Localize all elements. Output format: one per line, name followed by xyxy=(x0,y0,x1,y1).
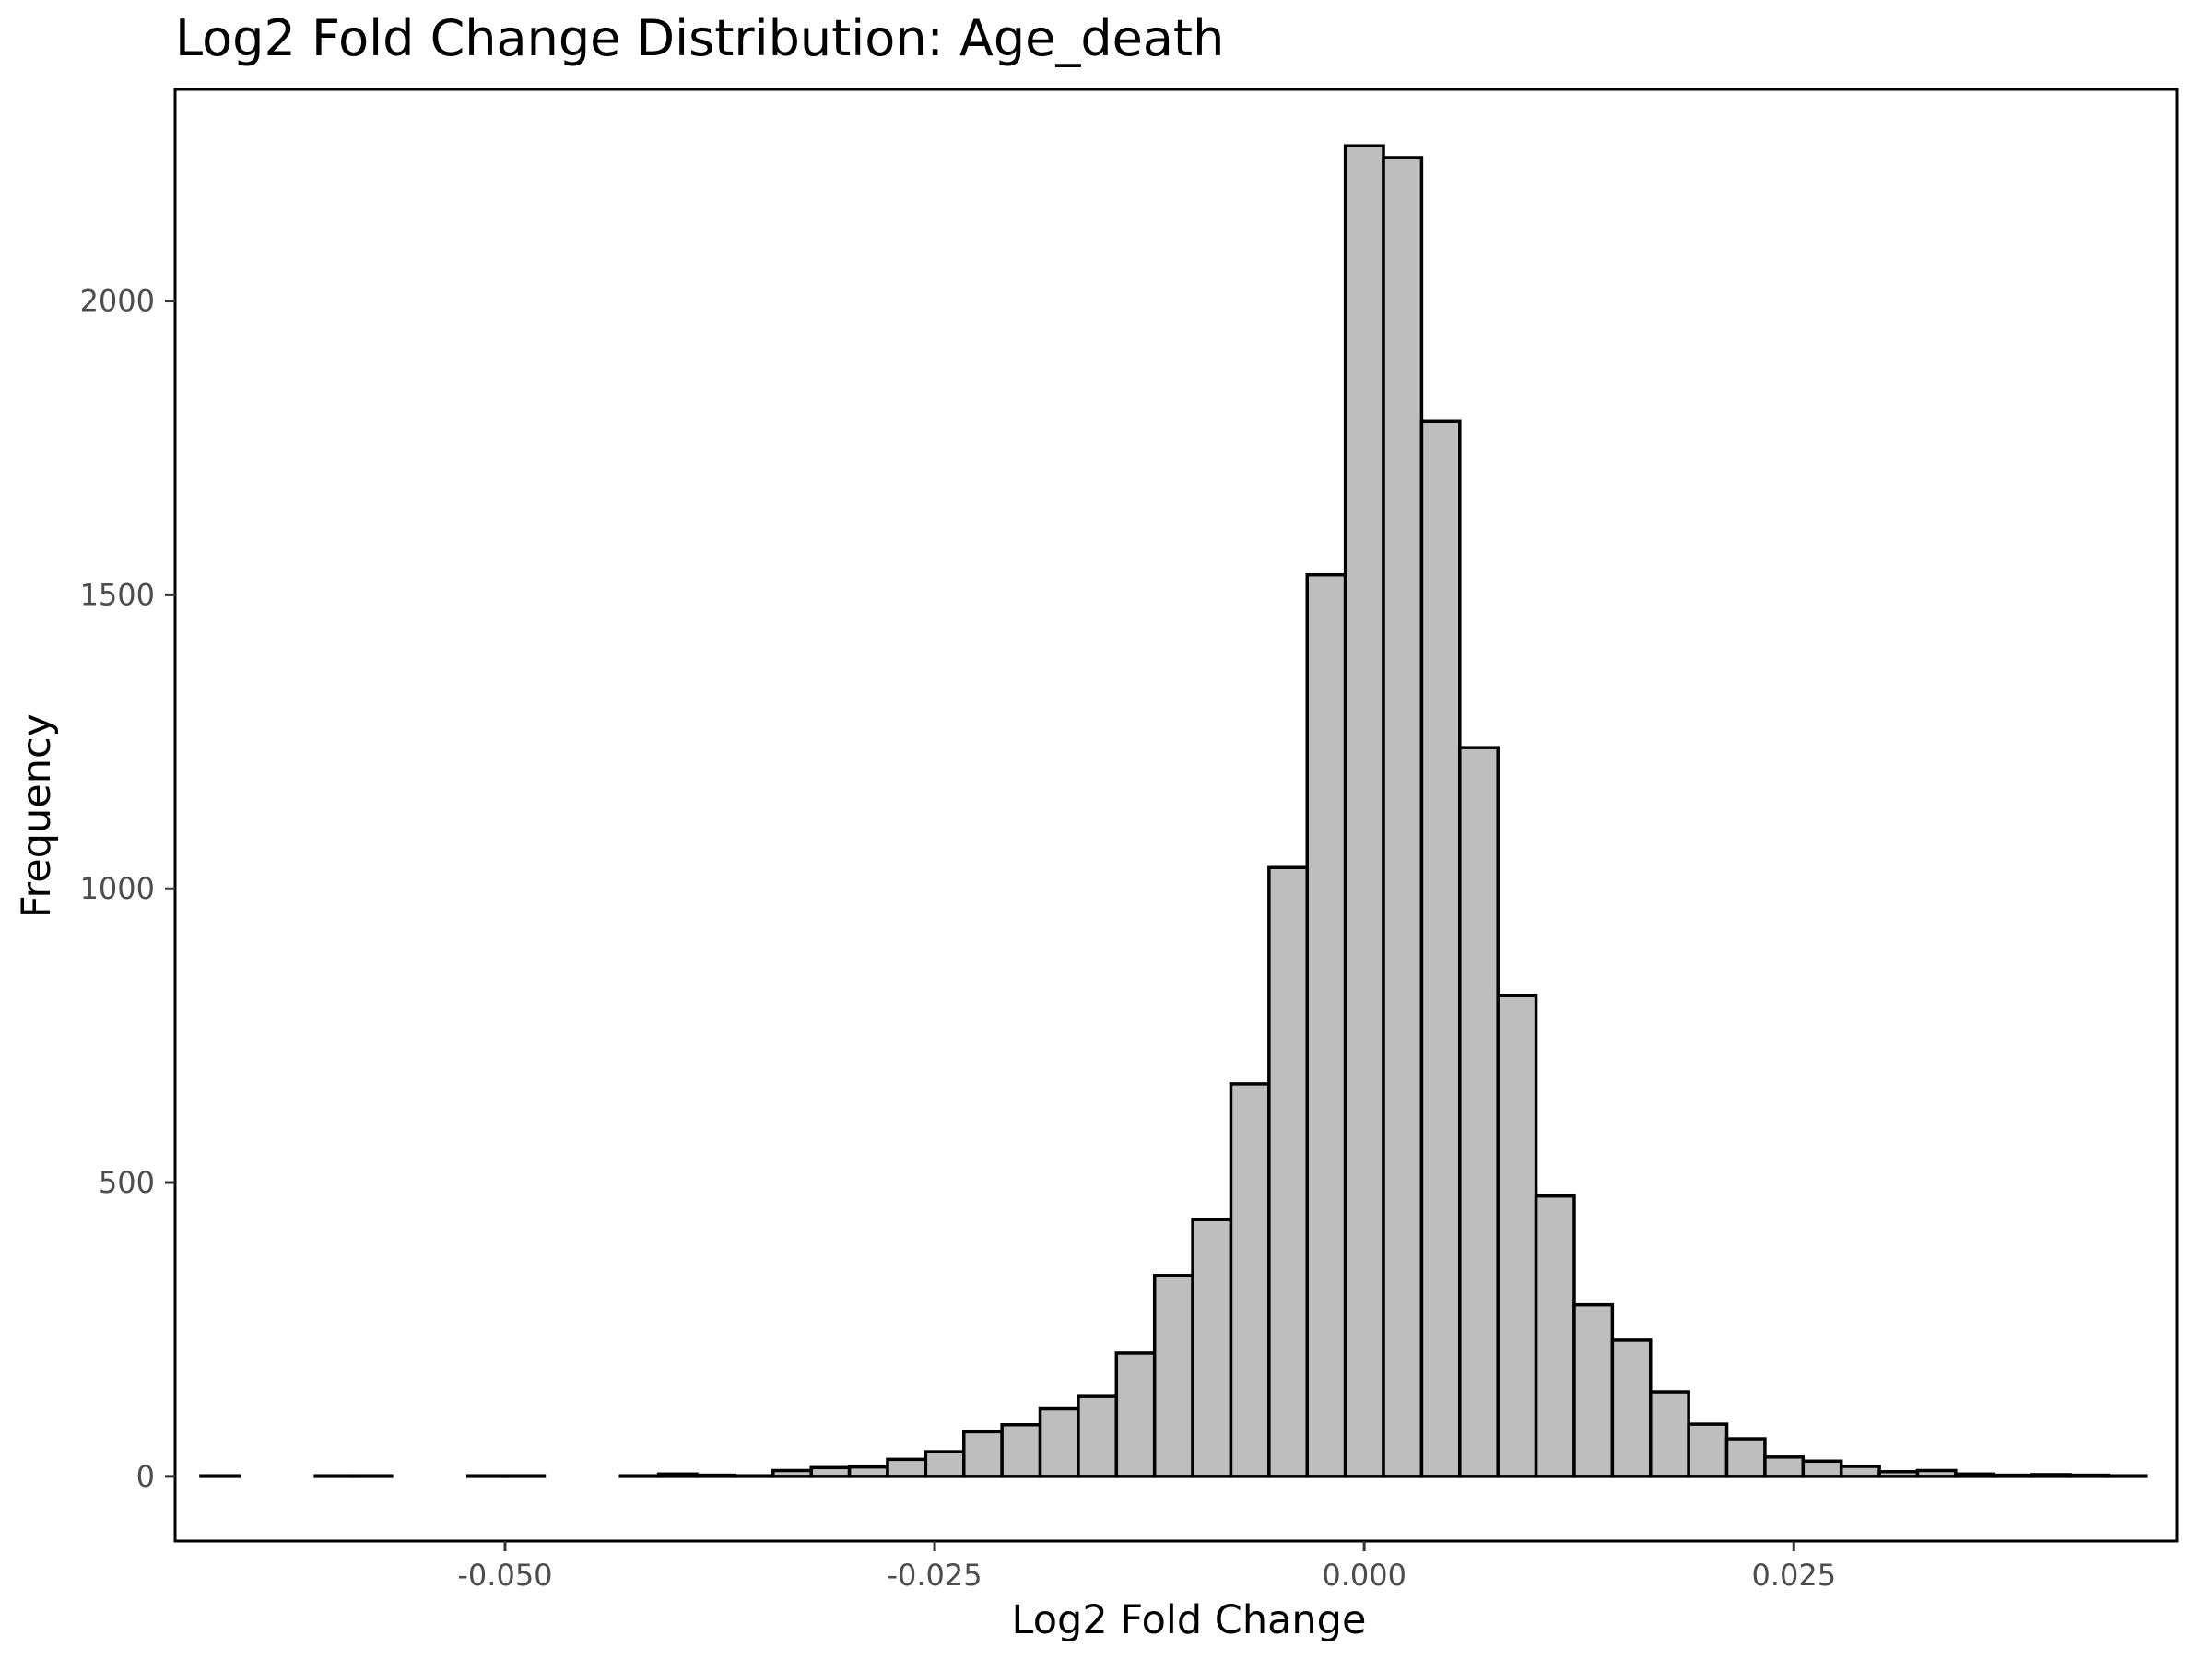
y-axis: 0 500 1000 1500 2000 xyxy=(80,284,175,1494)
histogram-bar xyxy=(961,1430,1004,1478)
histogram-bar xyxy=(2068,1473,2111,1478)
histogram-bar xyxy=(656,1472,699,1478)
x-axis: -0.050 -0.025 0.000 0.025 xyxy=(457,1541,1836,1593)
y-tick-label: 1000 xyxy=(80,871,155,906)
histogram-bar xyxy=(2030,1473,2072,1478)
histogram-bar xyxy=(1191,1218,1233,1478)
histogram-bar xyxy=(1152,1274,1194,1478)
y-tick-label: 0 xyxy=(136,1459,155,1494)
y-axis-title: Frequency xyxy=(14,713,60,918)
histogram-bar xyxy=(1763,1455,1806,1478)
histogram-bar xyxy=(1572,1302,1615,1478)
y-tick-label: 500 xyxy=(99,1165,155,1200)
histogram-bar xyxy=(1419,419,1462,1478)
histogram-bar xyxy=(1915,1468,1958,1478)
histogram-bar xyxy=(1343,144,1385,1478)
x-tick-label: -0.050 xyxy=(457,1558,552,1593)
x-tick-label: 0.025 xyxy=(1751,1558,1836,1593)
histogram-bar xyxy=(1534,1194,1576,1478)
x-tick-label: -0.025 xyxy=(887,1558,982,1593)
histogram-bar xyxy=(1954,1472,1996,1478)
histogram-bar xyxy=(1114,1351,1157,1478)
histogram-bar xyxy=(1687,1422,1729,1478)
histogram-bar xyxy=(1305,572,1347,1478)
histogram-bar xyxy=(1038,1406,1080,1478)
histogram-bar xyxy=(1458,746,1500,1478)
histogram-bar xyxy=(733,1474,775,1478)
histogram-bar xyxy=(199,1474,241,1478)
histogram-bar xyxy=(1992,1473,2034,1478)
histogram-bar xyxy=(1610,1338,1653,1478)
histogram-bar xyxy=(1724,1437,1767,1478)
bars xyxy=(199,144,2148,1478)
histogram-bar xyxy=(1801,1459,1843,1478)
histogram-bar xyxy=(1000,1422,1042,1478)
histogram-bar xyxy=(771,1468,813,1478)
histogram-bar xyxy=(1649,1390,1690,1478)
histogram-bar xyxy=(2106,1474,2148,1478)
histogram-bar xyxy=(313,1474,356,1478)
histogram-bar xyxy=(695,1473,737,1478)
histogram-bar xyxy=(1267,865,1310,1478)
x-tick-label: 0.000 xyxy=(1322,1558,1406,1593)
histogram-bar xyxy=(886,1457,928,1478)
chart-title: Log2 Fold Change Distribution: Age_death xyxy=(175,9,1224,67)
histogram-bar xyxy=(1839,1465,1881,1478)
y-tick-label: 1500 xyxy=(80,577,155,612)
histogram-bar xyxy=(1382,156,1424,1478)
x-axis-title: Log2 Fold Change xyxy=(1012,1597,1367,1643)
histogram-bar xyxy=(847,1465,889,1478)
histogram-bar xyxy=(809,1465,852,1478)
histogram-bar xyxy=(924,1450,966,1478)
histogram-bar xyxy=(618,1474,661,1478)
histogram-bar xyxy=(1877,1470,1920,1478)
histogram-bar xyxy=(504,1474,547,1478)
histogram-bar xyxy=(465,1474,508,1478)
histogram-bar xyxy=(1229,1082,1271,1478)
histogram-bar xyxy=(351,1474,394,1478)
y-tick-label: 2000 xyxy=(80,284,155,319)
plot-panel xyxy=(173,88,2179,1543)
histogram-bar xyxy=(1496,994,1538,1478)
histogram-bar xyxy=(1077,1394,1119,1478)
